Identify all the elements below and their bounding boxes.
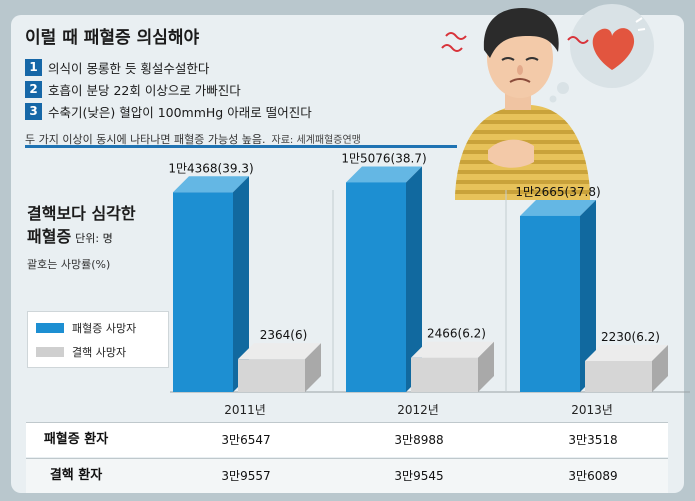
bar-sepsis-0-top [173,176,249,193]
table-cell: 3만8988 [394,433,444,447]
bar-sepsis-1-side [406,166,422,392]
condition-1: 1 의식이 몽롱한 듯 횡설수설한다 [25,58,209,76]
note-text: 두 가지 이상이 동시에 나타나면 패혈증 가능성 높음. [25,133,266,146]
table-row-label: 패혈증 환자 [43,432,109,447]
bar-tb-2-top [585,345,668,362]
legend-swatch-tb [36,347,64,357]
table-cell: 3만6089 [568,469,618,483]
chart-subtitle: 괄호는 사망률(%) [27,258,111,271]
data-label-sepsis-2: 1만2665(37.8) [515,185,600,199]
criteria-note: 두 가지 이상이 동시에 나타나면 패혈증 가능성 높음. 자료: 세계패혈증연맹 [25,131,361,147]
data-label-sepsis-0: 1만4368(39.3) [168,161,253,175]
condition-text-3: 수축기(낮은) 혈압이 100mmHg 아래로 떨어진다 [48,104,312,120]
bar-tb-0 [238,359,305,392]
bar-tb-1 [411,357,478,392]
condition-number-2: 2 [25,80,42,98]
table-cell: 3만9545 [394,469,444,483]
chart-unit: 단위: 명 [75,232,113,245]
condition-3: 3 수축기(낮은) 혈압이 100mmHg 아래로 떨어진다 [25,102,312,120]
category-label-1: 2012년 [397,403,439,417]
data-label-sepsis-1: 1만5076(38.7) [341,151,426,165]
chart-title: 결핵보다 심각한 패혈증 단위: 명 [27,202,136,250]
bar-tb-2 [585,361,652,392]
bar-tb-2-side [652,345,668,392]
condition-2: 2 호흡이 분당 22회 이상으로 가빠진다 [25,80,241,98]
table-row: 결핵 환자 3만9557 3만9545 3만6089 [26,458,668,493]
category-label-0: 2011년 [224,403,266,417]
bar-sepsis-1-top [346,166,422,183]
data-label-tb-2: 2230(6.2) [601,330,660,344]
bar-sepsis-0-side [233,176,249,392]
bar-tb-0-top [238,343,321,360]
bar-sepsis-2-side [580,199,596,392]
table-cell: 3만6547 [221,433,271,447]
legend: 패혈증 사망자 결핵 사망자 [27,311,169,368]
bar-tb-1-side [478,341,494,392]
source-text: 자료: 세계패혈증연맹 [271,135,361,146]
condition-text-2: 호흡이 분당 22회 이상으로 가빠진다 [48,82,241,98]
divider-rule [25,145,457,148]
legend-swatch-sepsis [36,323,64,333]
legend-label-tb: 결핵 사망자 [72,346,127,359]
legend-item-tb: 결핵 사망자 [36,344,126,360]
bar-sepsis-0 [173,192,233,392]
bar-tb-0-side [305,343,321,392]
data-label-tb-0: 2364(6) [260,328,308,342]
symptom-box: 이럴 때 패혈증 의심해야 1 의식이 몽롱한 듯 횡설수설한다 2 호흡이 분… [25,23,457,158]
condition-number-3: 3 [25,102,42,120]
legend-item-sepsis: 패혈증 사망자 [36,320,136,336]
bar-sepsis-2-top [520,199,596,216]
legend-label-sepsis: 패혈증 사망자 [72,322,137,335]
table-cell: 3만3518 [568,433,618,447]
bar-sepsis-1 [346,182,406,392]
condition-text-1: 의식이 몽롱한 듯 횡설수설한다 [48,60,210,76]
table-cell: 3만9557 [221,469,271,483]
bar-tb-1-top [411,341,494,358]
headline: 이럴 때 패혈증 의심해야 [25,28,200,48]
condition-number-1: 1 [25,58,42,76]
table-row-label: 결핵 환자 [49,468,103,483]
chart-title-line2: 패혈증 [27,227,72,246]
bar-sepsis-2 [520,215,580,392]
patient-table: 패혈증 환자 3만6547 3만8988 3만3518 결핵 환자 3만9557 3만954… [26,422,668,493]
chart-title-line1: 결핵보다 심각한 [27,204,136,223]
data-label-tb-1: 2466(6.2) [427,327,486,341]
table-row: 패혈증 환자 3만6547 3만8988 3만3518 [26,422,668,457]
category-label-2: 2013년 [571,403,613,417]
